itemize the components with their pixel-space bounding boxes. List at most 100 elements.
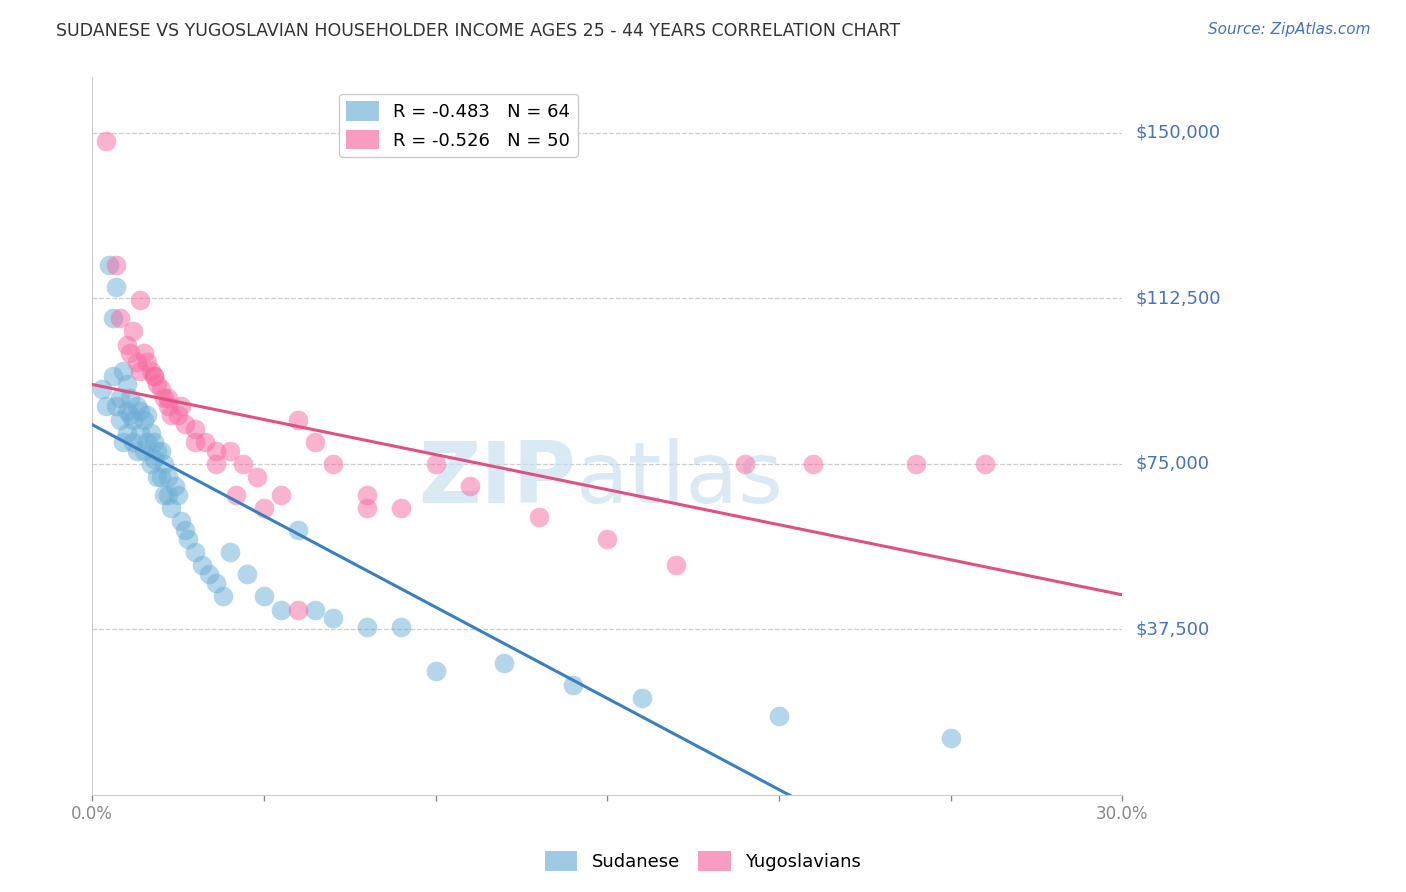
Point — [129, 404, 152, 418]
Point — [125, 443, 148, 458]
Point — [105, 400, 128, 414]
Point — [143, 368, 166, 383]
Point — [170, 400, 193, 414]
Point — [149, 382, 172, 396]
Point — [561, 678, 583, 692]
Point — [167, 409, 190, 423]
Point — [218, 443, 240, 458]
Point — [125, 400, 148, 414]
Point — [527, 509, 550, 524]
Point — [149, 443, 172, 458]
Point — [101, 311, 124, 326]
Point — [129, 293, 152, 308]
Point — [184, 421, 207, 435]
Point — [734, 457, 756, 471]
Point — [139, 364, 162, 378]
Point — [118, 391, 141, 405]
Point — [129, 425, 152, 440]
Legend: R = -0.483   N = 64, R = -0.526   N = 50: R = -0.483 N = 64, R = -0.526 N = 50 — [339, 94, 578, 157]
Point — [184, 434, 207, 449]
Point — [356, 501, 378, 516]
Point — [108, 391, 131, 405]
Text: $150,000: $150,000 — [1136, 124, 1220, 142]
Point — [149, 470, 172, 484]
Point — [389, 501, 412, 516]
Point — [153, 457, 176, 471]
Point — [146, 470, 169, 484]
Point — [287, 523, 309, 537]
Point — [939, 731, 962, 745]
Point — [425, 457, 447, 471]
Point — [204, 443, 226, 458]
Point — [204, 457, 226, 471]
Point — [160, 501, 183, 516]
Text: ZIP: ZIP — [419, 438, 576, 521]
Point — [156, 470, 179, 484]
Point — [596, 532, 619, 546]
Point — [115, 404, 138, 418]
Point — [304, 602, 326, 616]
Point — [304, 434, 326, 449]
Point — [136, 355, 159, 369]
Point — [425, 665, 447, 679]
Point — [98, 258, 121, 272]
Text: $112,500: $112,500 — [1136, 289, 1222, 307]
Point — [125, 355, 148, 369]
Text: SUDANESE VS YUGOSLAVIAN HOUSEHOLDER INCOME AGES 25 - 44 YEARS CORRELATION CHART: SUDANESE VS YUGOSLAVIAN HOUSEHOLDER INCO… — [56, 22, 900, 40]
Point — [91, 382, 114, 396]
Point — [225, 488, 247, 502]
Point — [146, 443, 169, 458]
Point — [136, 434, 159, 449]
Point — [143, 452, 166, 467]
Point — [198, 567, 221, 582]
Point — [163, 479, 186, 493]
Point — [146, 377, 169, 392]
Point — [118, 409, 141, 423]
Point — [356, 620, 378, 634]
Point — [153, 391, 176, 405]
Point — [194, 434, 217, 449]
Point — [287, 602, 309, 616]
Point — [156, 400, 179, 414]
Point — [801, 457, 824, 471]
Point — [105, 280, 128, 294]
Point — [132, 443, 155, 458]
Point — [322, 457, 344, 471]
Point — [191, 558, 214, 573]
Point — [270, 488, 292, 502]
Text: $37,500: $37,500 — [1136, 621, 1211, 639]
Point — [143, 368, 166, 383]
Point — [458, 479, 481, 493]
Text: Source: ZipAtlas.com: Source: ZipAtlas.com — [1208, 22, 1371, 37]
Point — [94, 135, 117, 149]
Point — [253, 590, 276, 604]
Point — [160, 409, 183, 423]
Point — [115, 425, 138, 440]
Point — [101, 368, 124, 383]
Point — [94, 400, 117, 414]
Point — [173, 523, 195, 537]
Point — [494, 656, 516, 670]
Point — [139, 457, 162, 471]
Point — [177, 532, 200, 546]
Point — [132, 413, 155, 427]
Point — [184, 545, 207, 559]
Point — [122, 324, 145, 338]
Point — [115, 377, 138, 392]
Point — [112, 434, 135, 449]
Point — [122, 434, 145, 449]
Point — [167, 488, 190, 502]
Point — [153, 488, 176, 502]
Point — [253, 501, 276, 516]
Point — [630, 690, 652, 705]
Point — [108, 311, 131, 326]
Point — [270, 602, 292, 616]
Point — [132, 346, 155, 360]
Point — [211, 590, 233, 604]
Point — [129, 364, 152, 378]
Point — [118, 346, 141, 360]
Point — [246, 470, 269, 484]
Point — [389, 620, 412, 634]
Point — [143, 434, 166, 449]
Point — [974, 457, 997, 471]
